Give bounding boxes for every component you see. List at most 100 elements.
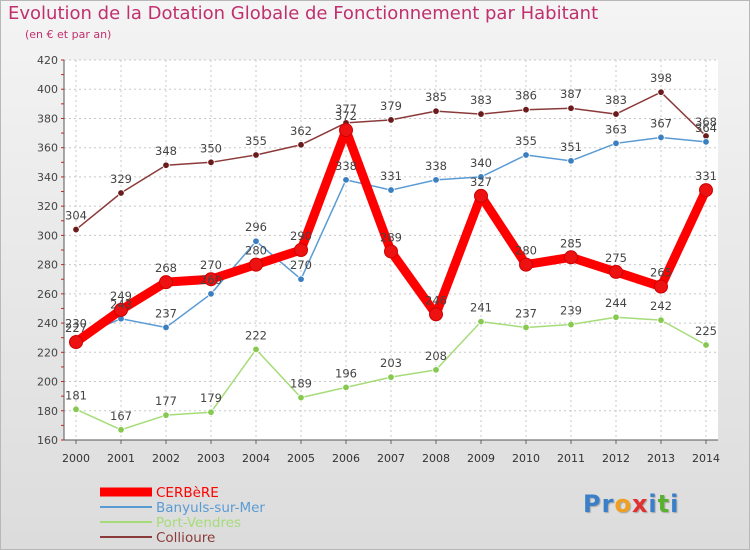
data-point [207, 408, 215, 416]
data-label: 338 [335, 159, 357, 173]
data-label: 367 [650, 116, 672, 130]
data-label: 351 [560, 140, 582, 154]
logo-letter: t [657, 490, 671, 518]
logo-letter: i [648, 490, 658, 518]
data-label: 246 [425, 293, 447, 307]
y-tick-label: 300 [37, 229, 58, 242]
data-point [387, 186, 395, 194]
x-tick-label: 2005 [287, 452, 315, 465]
data-label: 196 [335, 366, 357, 380]
legend-label: Collioure [156, 530, 215, 546]
data-point [252, 345, 260, 354]
data-label: 249 [110, 289, 132, 303]
y-tick-label: 280 [37, 259, 58, 272]
data-point [432, 107, 440, 115]
data-point [387, 116, 395, 124]
data-point [297, 393, 305, 402]
data-label: 296 [245, 220, 267, 234]
data-label: 265 [650, 266, 672, 280]
data-point [297, 275, 305, 283]
data-label: 260 [200, 273, 222, 287]
y-tick-label: 320 [37, 200, 58, 213]
chart-subtitle: (en € et par an) [25, 28, 112, 41]
data-point [72, 225, 80, 234]
data-point [162, 411, 170, 419]
chart-title: Evolution de la Dotation Globale de Fonc… [8, 3, 599, 24]
data-label: 241 [470, 301, 492, 315]
proxiti-logo: Proxiti [583, 490, 679, 518]
data-label: 355 [515, 134, 537, 148]
data-label: 364 [695, 121, 717, 135]
data-point [612, 139, 620, 148]
data-point [297, 141, 305, 149]
y-tick-label: 160 [37, 434, 58, 447]
data-label: 289 [380, 230, 402, 244]
data-point [432, 366, 440, 374]
x-tick-label: 2004 [242, 452, 270, 465]
data-label: 189 [290, 377, 312, 391]
data-label: 243 [110, 298, 132, 312]
x-tick-label: 2007 [377, 452, 405, 465]
data-label: 385 [425, 90, 447, 104]
data-label: 167 [110, 409, 132, 423]
x-tick-label: 2013 [647, 452, 675, 465]
data-label: 285 [560, 236, 582, 250]
x-tick-label: 2000 [62, 452, 90, 465]
data-point [69, 335, 83, 350]
data-point [522, 151, 530, 159]
data-label: 329 [110, 172, 132, 186]
data-label: 372 [335, 109, 357, 123]
data-label: 348 [155, 144, 177, 158]
data-point [387, 373, 395, 381]
x-tick-label: 2003 [197, 452, 225, 465]
data-point [567, 320, 575, 329]
data-point [657, 316, 665, 324]
data-label: 181 [65, 388, 87, 402]
data-point [657, 133, 665, 142]
y-tick-label: 340 [37, 171, 58, 184]
data-label: 237 [155, 306, 177, 320]
logo-letter: r [601, 490, 615, 518]
data-label: 268 [155, 261, 177, 275]
data-label: 368 [695, 115, 717, 129]
data-point [114, 302, 128, 317]
data-point [162, 323, 170, 332]
data-label: 227 [65, 321, 87, 335]
y-tick-label: 400 [37, 83, 58, 96]
x-tick-label: 2002 [152, 452, 180, 465]
y-tick-label: 220 [37, 346, 58, 359]
data-label: 398 [650, 71, 672, 85]
y-tick-label: 180 [37, 405, 58, 418]
data-point [519, 257, 533, 272]
data-label: 363 [605, 122, 627, 136]
data-point [294, 243, 308, 257]
legend-label: CERBèRE [156, 485, 219, 501]
logo-letter: P [583, 490, 602, 518]
data-label: 383 [470, 93, 492, 107]
data-point [657, 88, 665, 96]
y-tick-label: 380 [37, 112, 58, 125]
data-label: 244 [605, 296, 627, 310]
data-label: 208 [425, 349, 447, 363]
data-label: 379 [380, 99, 402, 113]
data-point [207, 290, 215, 298]
data-point [252, 151, 260, 159]
data-label: 340 [470, 156, 492, 170]
data-label: 237 [515, 306, 537, 320]
data-point [429, 307, 443, 322]
data-point [342, 383, 350, 392]
data-label: 239 [560, 304, 582, 318]
data-label: 179 [200, 391, 222, 405]
data-label: 327 [470, 175, 492, 189]
data-point [699, 183, 713, 198]
data-point [654, 279, 668, 294]
data-point [564, 250, 578, 265]
logo-letter: i [670, 490, 680, 518]
data-point [432, 176, 440, 184]
data-label: 225 [695, 324, 717, 338]
data-point [207, 158, 215, 167]
x-tick-label: 2014 [692, 452, 720, 465]
x-tick-label: 2011 [557, 452, 585, 465]
data-point [339, 123, 353, 138]
